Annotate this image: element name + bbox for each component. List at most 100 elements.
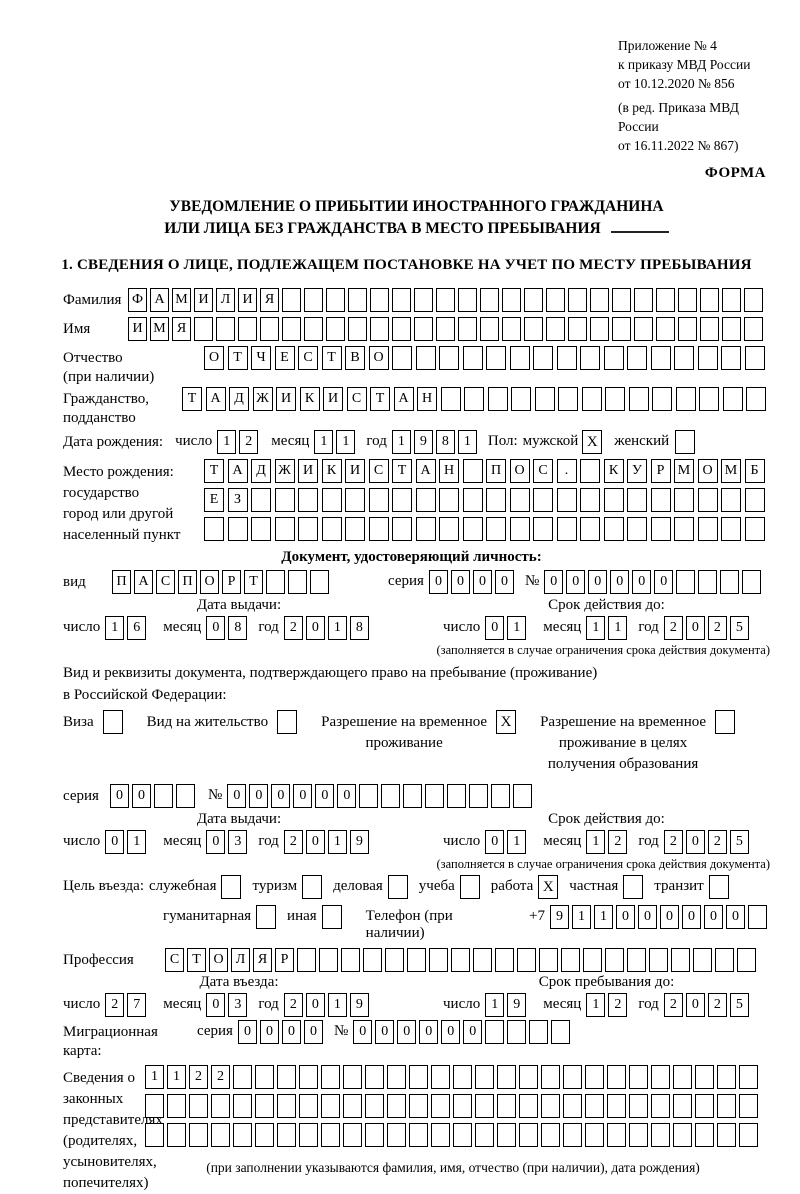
char-cell[interactable]: . [556, 459, 577, 483]
char-cell[interactable] [167, 1123, 186, 1147]
char-cell[interactable]: О [509, 459, 530, 483]
char-cell[interactable]: 3 [228, 830, 248, 854]
char-cell[interactable]: К [299, 387, 320, 411]
char-cell[interactable] [274, 517, 295, 541]
char-cell[interactable]: О [368, 346, 389, 370]
char-cell[interactable] [717, 1065, 736, 1089]
char-cell[interactable] [304, 288, 323, 312]
char-cell[interactable] [365, 1123, 384, 1147]
char-cell[interactable]: Л [231, 948, 250, 972]
char-cell[interactable] [509, 517, 530, 541]
char-cell[interactable]: 2 [707, 830, 727, 854]
char-cell[interactable] [671, 948, 690, 972]
char-cell[interactable] [627, 488, 647, 512]
char-cell[interactable]: Т [187, 948, 206, 972]
char-cell[interactable] [627, 517, 647, 541]
char-cell[interactable] [673, 1094, 692, 1118]
char-cell[interactable] [585, 1065, 604, 1089]
char-cell[interactable] [415, 346, 436, 370]
char-cell[interactable] [650, 346, 671, 370]
char-cell[interactable] [431, 1123, 450, 1147]
char-cell[interactable]: 0 [110, 784, 129, 808]
char-cell[interactable]: С [346, 387, 367, 411]
char-cell[interactable] [607, 1123, 626, 1147]
char-cell[interactable]: Т [182, 387, 202, 411]
char-cell[interactable] [744, 346, 765, 370]
char-cell[interactable] [368, 488, 389, 512]
char-cell[interactable] [345, 488, 365, 512]
char-cell[interactable]: И [323, 387, 343, 411]
char-cell[interactable] [154, 784, 173, 808]
char-cell[interactable]: 0 [544, 570, 564, 594]
char-cell[interactable]: 0 [566, 570, 586, 594]
char-cell[interactable]: 0 [305, 616, 325, 640]
char-cell[interactable]: Ч [251, 346, 271, 370]
char-cell[interactable] [288, 570, 307, 594]
char-cell[interactable] [392, 317, 411, 341]
char-cell[interactable]: А [227, 459, 248, 483]
char-cell[interactable] [744, 488, 765, 512]
char-cell[interactable] [403, 784, 423, 808]
char-cell[interactable] [739, 1123, 758, 1147]
char-cell[interactable] [674, 346, 694, 370]
char-cell[interactable] [563, 1065, 582, 1089]
char-cell[interactable] [487, 387, 508, 411]
char-cell[interactable]: О [200, 570, 219, 594]
char-cell[interactable]: Н [417, 387, 437, 411]
char-cell[interactable] [429, 948, 448, 972]
char-cell[interactable] [742, 570, 762, 594]
char-cell[interactable]: 1 [457, 430, 477, 454]
char-cell[interactable]: У [627, 459, 647, 483]
char-cell[interactable] [282, 317, 301, 341]
purpose-work-checkbox[interactable]: X [538, 875, 559, 899]
char-cell[interactable] [251, 517, 271, 541]
char-cell[interactable] [436, 317, 455, 341]
char-cell[interactable] [612, 317, 631, 341]
char-cell[interactable] [348, 288, 367, 312]
char-cell[interactable] [502, 288, 521, 312]
char-cell[interactable] [343, 1065, 362, 1089]
char-cell[interactable]: М [172, 288, 191, 312]
char-cell[interactable] [227, 517, 248, 541]
char-cell[interactable]: М [150, 317, 169, 341]
char-cell[interactable]: А [415, 459, 436, 483]
char-cell[interactable] [529, 1020, 549, 1044]
char-cell[interactable] [255, 1094, 274, 1118]
char-cell[interactable]: 0 [206, 830, 226, 854]
char-cell[interactable] [541, 1094, 560, 1118]
char-cell[interactable]: Б [744, 459, 765, 483]
char-cell[interactable] [556, 346, 577, 370]
char-cell[interactable] [485, 1020, 505, 1044]
char-cell[interactable]: 2 [707, 993, 727, 1017]
char-cell[interactable]: 2 [189, 1065, 208, 1089]
char-cell[interactable]: 0 [271, 784, 291, 808]
char-cell[interactable] [603, 488, 624, 512]
char-cell[interactable] [321, 1065, 340, 1089]
char-cell[interactable]: 0 [259, 1020, 279, 1044]
char-cell[interactable]: Р [650, 459, 671, 483]
char-cell[interactable] [189, 1094, 208, 1118]
char-cell[interactable] [605, 948, 624, 972]
char-cell[interactable]: 0 [704, 905, 723, 929]
char-cell[interactable] [568, 317, 587, 341]
char-cell[interactable]: Р [275, 948, 294, 972]
char-cell[interactable]: 1 [391, 430, 411, 454]
char-cell[interactable] [558, 387, 578, 411]
char-cell[interactable]: 0 [227, 784, 247, 808]
char-cell[interactable]: 9 [550, 905, 569, 929]
char-cell[interactable] [486, 517, 506, 541]
char-cell[interactable] [739, 1065, 758, 1089]
char-cell[interactable] [497, 1094, 516, 1118]
char-cell[interactable] [298, 517, 318, 541]
char-cell[interactable] [297, 948, 316, 972]
char-cell[interactable] [387, 1123, 406, 1147]
char-cell[interactable] [425, 784, 445, 808]
char-cell[interactable] [348, 317, 367, 341]
char-cell[interactable]: 2 [105, 993, 125, 1017]
char-cell[interactable] [746, 387, 766, 411]
char-cell[interactable]: 1 [586, 616, 606, 640]
char-cell[interactable] [298, 488, 318, 512]
char-cell[interactable]: 1 [572, 905, 591, 929]
char-cell[interactable]: 1 [217, 430, 237, 454]
char-cell[interactable] [233, 1123, 252, 1147]
